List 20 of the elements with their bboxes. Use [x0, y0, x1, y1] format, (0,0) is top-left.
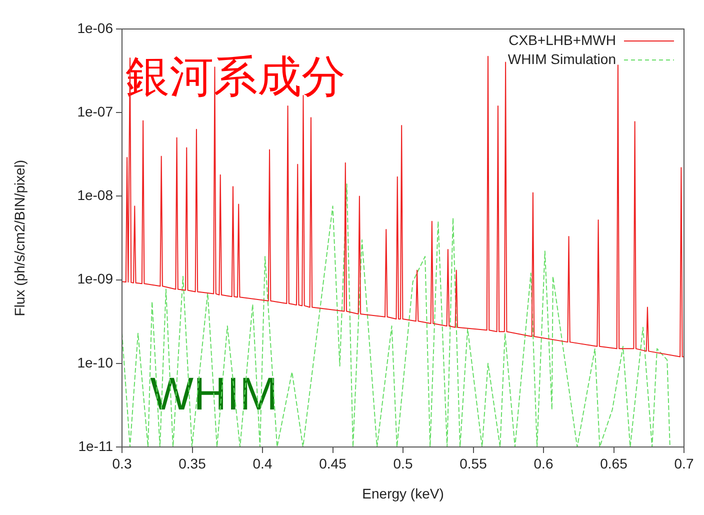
y-tick-label: 1e-11 — [78, 438, 114, 454]
line-series — [122, 183, 670, 447]
x-tick-label: 0.4 — [252, 455, 272, 472]
x-tick-label: 0.5 — [393, 455, 413, 472]
x-tick-label: 0.7 — [674, 455, 694, 472]
y-tick-label: 1e-09 — [77, 270, 114, 287]
legend-label: WHIM Simulation — [508, 50, 616, 67]
y-tick-label: 1e-06 — [77, 20, 114, 36]
y-tick-label: 1e-08 — [77, 187, 114, 204]
y-tick-label: 1e-07 — [77, 103, 114, 120]
x-axis-title: Energy (keV) — [362, 485, 444, 502]
x-tick-label: 0.3 — [112, 455, 132, 472]
x-tick-label: 0.65 — [600, 455, 628, 472]
legend-label: CXB+LHB+MWH — [508, 32, 616, 48]
x-tick-label: 0.45 — [319, 455, 347, 472]
x-tick-label: 0.35 — [178, 455, 206, 472]
x-tick-label: 0.55 — [460, 455, 488, 472]
x-tick-label: 0.6 — [534, 455, 554, 472]
y-axis-title: Flux (ph/s/cm2/BIN/pixel) — [11, 160, 28, 316]
y-tick-label: 1e-10 — [77, 354, 114, 370]
